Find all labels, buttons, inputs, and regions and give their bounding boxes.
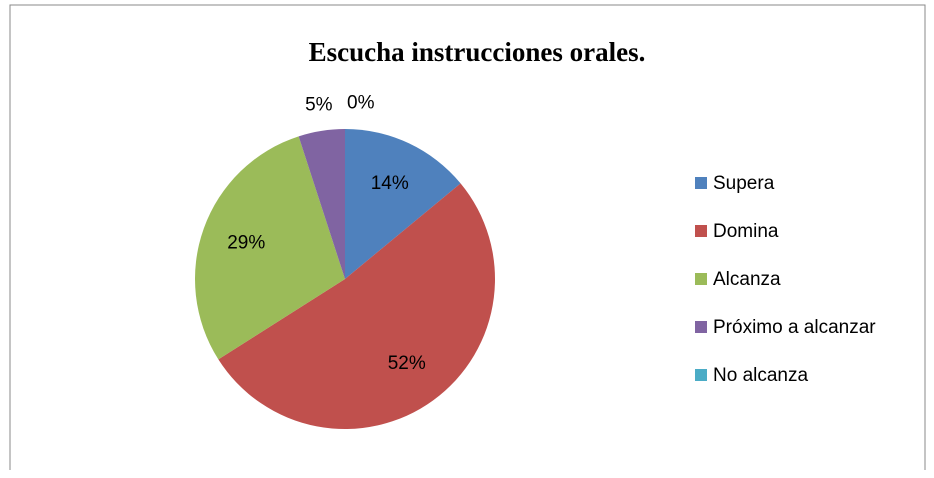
- pie-slice: [194, 136, 345, 360]
- pie-slice: [345, 129, 461, 279]
- data-label: 14%: [371, 173, 409, 194]
- legend-swatch: [695, 273, 707, 285]
- legend-swatch: [695, 321, 707, 333]
- legend-label: Alcanza: [713, 269, 781, 290]
- chart-title: Escucha instrucciones orales.: [309, 37, 646, 67]
- legend-label: No alcanza: [713, 365, 808, 386]
- legend-label: Supera: [713, 173, 775, 194]
- data-label: 5%: [305, 95, 333, 116]
- legend-label: Próximo a alcanzar: [713, 317, 876, 338]
- data-label: 29%: [227, 232, 265, 253]
- chart-border: [9, 4, 926, 470]
- data-label: 52%: [388, 353, 426, 374]
- legend-swatch: [695, 225, 707, 237]
- legend-swatch: [695, 369, 707, 381]
- pie-slice: [218, 183, 495, 429]
- legend-label: Domina: [713, 221, 779, 242]
- data-label: 0%: [347, 93, 375, 114]
- pie-slice: [298, 129, 345, 279]
- legend-swatch: [695, 177, 707, 189]
